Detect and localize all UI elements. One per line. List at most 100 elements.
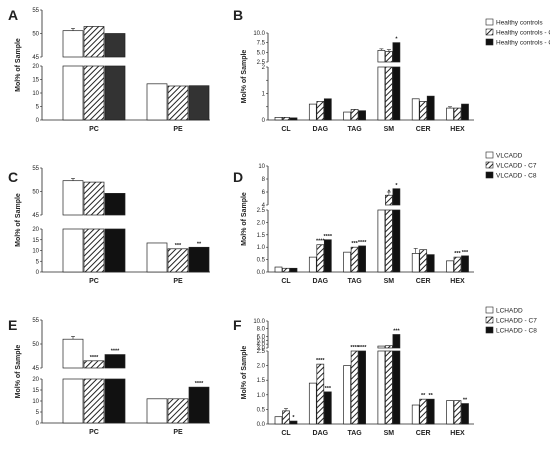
- y-tick-label: 7.5: [257, 41, 266, 47]
- significance-label: *: [388, 189, 391, 195]
- significance-label: ***: [325, 386, 332, 392]
- bar-upper: [385, 194, 393, 206]
- bar: [146, 242, 168, 273]
- bar: [419, 249, 428, 273]
- y-tick-label: 50: [32, 32, 39, 38]
- panel-label: B: [233, 7, 243, 23]
- panel-d: D Mol% of Sample 0.0 0.5 1.0 1.5 2.0 2.54 6 8 10 CL…: [233, 151, 537, 285]
- y-tick-label: 45: [32, 55, 39, 61]
- bar-upper: [83, 360, 105, 369]
- bar: [377, 209, 386, 273]
- significance-label: ***: [351, 241, 358, 247]
- significance-label: **: [429, 393, 434, 399]
- y-tick-label: 1.5: [257, 378, 266, 384]
- legend-swatch: [485, 161, 494, 169]
- bar: [426, 254, 435, 273]
- y-axis-label: Mol% of Sample: [241, 192, 248, 246]
- y-axis-label: Mol% of Sample: [15, 38, 22, 92]
- y-tick-label: 1.0: [257, 393, 266, 399]
- bar: [188, 85, 210, 121]
- bar: [323, 391, 332, 425]
- bar: [392, 350, 401, 425]
- y-tick-label: 0.0: [257, 270, 266, 276]
- significance-label: **: [197, 241, 202, 247]
- y-tick-label: 45: [32, 366, 39, 372]
- category-label: CL: [281, 430, 291, 437]
- category-label: HEX: [450, 126, 465, 133]
- bar: [358, 350, 366, 425]
- bar-upper: [392, 334, 401, 349]
- category-label: PC: [89, 278, 99, 285]
- category-label: TAG: [347, 430, 362, 437]
- bar: [289, 267, 298, 273]
- bar-upper: [62, 338, 84, 369]
- category-label: DAG: [313, 126, 329, 133]
- y-tick-label: 10: [32, 249, 39, 255]
- category-label: DAG: [313, 430, 329, 437]
- category-label: PC: [89, 126, 99, 133]
- y-tick-label: 20: [32, 227, 39, 233]
- y-tick-label: 45: [32, 213, 39, 219]
- bar: [104, 228, 126, 273]
- legend-swatch: [485, 38, 494, 46]
- significance-label: *: [292, 415, 295, 421]
- bar-upper: [62, 30, 84, 58]
- y-tick-label: 2.5: [257, 208, 266, 214]
- bar: [188, 246, 210, 273]
- panel-a: A Mol% of Sample 0 5 10 15 20 45 50 55 PC PE: [8, 7, 210, 133]
- category-label: CL: [281, 126, 291, 133]
- category-label: HEX: [450, 278, 465, 285]
- y-tick-label: 50: [32, 342, 39, 348]
- y-tick-label: 10.0: [253, 319, 265, 325]
- panel-label: F: [233, 317, 242, 333]
- bar: [385, 350, 393, 425]
- y-tick-label: 5: [36, 259, 40, 265]
- panel-f: F Mol% of Sample 0.0 0.5 1.0 1.5 2.0 2.53.04.05…: [233, 306, 537, 437]
- significance-label: ****: [350, 345, 359, 351]
- legend-entry: LCHADD - C7: [496, 318, 537, 325]
- legend-entry: LCHADD - C8: [496, 328, 537, 335]
- y-tick-label: 10: [32, 91, 39, 97]
- legend-swatch: [485, 171, 494, 179]
- bar-upper: [83, 181, 105, 216]
- bar: [167, 398, 189, 424]
- y-tick-label: 8: [262, 177, 266, 183]
- significance-label: ****: [316, 358, 325, 364]
- y-tick-label: 4.0: [257, 342, 266, 348]
- bar: [274, 266, 283, 273]
- y-tick-label: 1.0: [257, 245, 266, 251]
- bar-upper: [385, 51, 393, 63]
- y-tick-label: 0: [36, 270, 40, 276]
- bar: [446, 107, 454, 121]
- bar: [411, 98, 420, 121]
- category-label: CER: [416, 126, 431, 133]
- bar: [323, 239, 332, 273]
- panel-b: B Mol% of Sample 0 1 22.5 5.0 7.5 10.0 CL DAG TAG *…: [233, 7, 550, 133]
- bar: [350, 350, 359, 425]
- category-label: CL: [281, 278, 291, 285]
- y-tick-label: 0.0: [257, 422, 266, 428]
- legend-swatch: [485, 306, 494, 314]
- category-label: PE: [173, 429, 183, 436]
- bar: [274, 116, 283, 121]
- category-label: PE: [173, 126, 183, 133]
- bar-upper: [392, 188, 401, 206]
- bar-upper: [104, 33, 126, 58]
- bar: [426, 95, 435, 121]
- bar-upper: [104, 193, 126, 216]
- bar: [83, 378, 105, 424]
- category-label: CER: [416, 430, 431, 437]
- bar: [461, 255, 469, 273]
- y-tick-label: 10.0: [253, 31, 265, 37]
- y-tick-label: 2: [262, 65, 266, 71]
- bar: [282, 116, 290, 121]
- bar: [411, 253, 420, 273]
- bar: [419, 101, 428, 121]
- bar-upper: [62, 180, 84, 216]
- panel-label: A: [8, 7, 18, 23]
- category-label: TAG: [347, 126, 362, 133]
- bar: [188, 386, 210, 424]
- bar: [392, 209, 401, 273]
